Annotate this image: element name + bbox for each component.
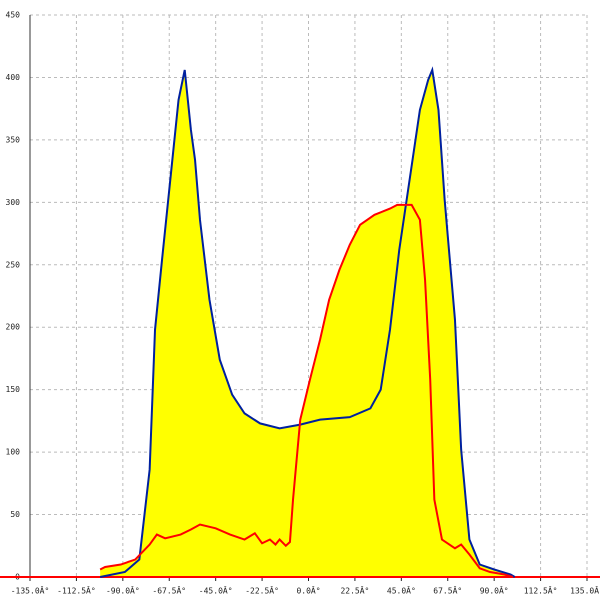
x-tick-label: 135.0Â°: [570, 585, 600, 596]
series-line: [99, 66, 516, 578]
y-tick-label: 450: [6, 11, 21, 20]
x-tick-label: 0.0Â°: [296, 585, 320, 596]
y-tick-label: 150: [6, 385, 21, 394]
x-tick-label: -90.0Â°: [106, 585, 140, 596]
y-tick-label: 100: [6, 448, 21, 457]
series-line: [99, 203, 514, 578]
x-tick-label: 112.5Â°: [524, 585, 558, 596]
x-tick-label: -135.0Â°: [11, 585, 50, 596]
y-tick-label: 200: [6, 323, 21, 332]
y-tick-label: 250: [6, 260, 21, 269]
y-tick-label: 50: [10, 510, 20, 519]
y-tick-label: 350: [6, 135, 21, 144]
x-tick-label: 90.0Â°: [480, 585, 509, 596]
x-tick-label: 67.5Â°: [433, 585, 462, 596]
x-tick-label: -112.5Â°: [57, 585, 96, 596]
x-tick-label: 22.5Â°: [340, 585, 369, 596]
y-tick-label: 300: [6, 198, 21, 207]
area-fill: [100, 204, 513, 577]
y-tick-label: 400: [6, 73, 21, 82]
x-tick-label: 45.0Â°: [387, 585, 416, 596]
x-tick-label: -45.0Â°: [199, 585, 233, 596]
x-tick-label: -22.5Â°: [245, 585, 279, 596]
x-tick-label: -67.5Â°: [152, 585, 186, 596]
